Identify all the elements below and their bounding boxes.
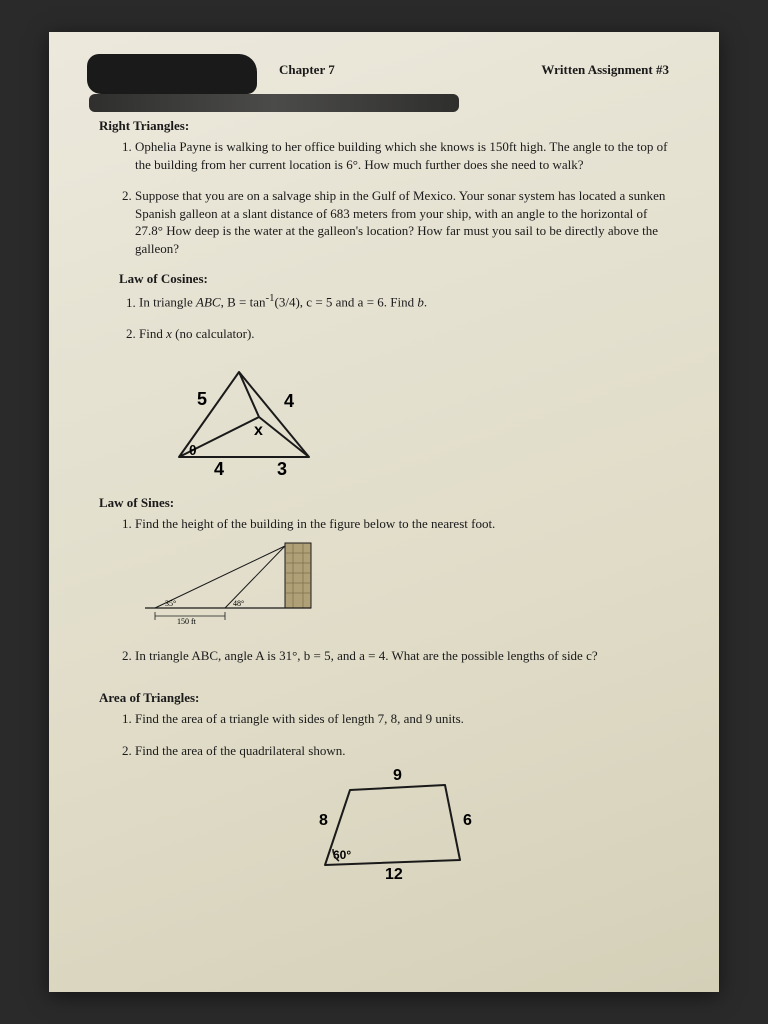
angle-60: 60° bbox=[333, 848, 351, 862]
side-8: 8 bbox=[319, 812, 328, 829]
redaction-block bbox=[89, 94, 459, 112]
angle-theta: θ bbox=[189, 442, 197, 458]
document-page: Chapter 7 Written Assignment #3 Right Tr… bbox=[49, 32, 719, 992]
side-12: 12 bbox=[385, 866, 403, 883]
area-q2: Find the area of the quadrilateral shown… bbox=[135, 742, 669, 890]
law-of-sines-list: Find the height of the building in the f… bbox=[99, 515, 669, 665]
los-q2: In triangle ABC, angle A is 31°, b = 5, … bbox=[135, 647, 669, 665]
side-3: 3 bbox=[277, 459, 287, 477]
sines-diagram: 35° 48° 150 ft bbox=[135, 538, 669, 633]
side-9: 9 bbox=[393, 767, 402, 784]
base-150ft: 150 ft bbox=[177, 617, 197, 626]
cosines-diagram: 5 4 x 4 3 θ bbox=[159, 357, 669, 481]
assignment-label: Written Assignment #3 bbox=[541, 62, 669, 78]
page-header: Chapter 7 Written Assignment #3 bbox=[279, 62, 669, 78]
section-title-law-of-sines: Law of Sines: bbox=[99, 495, 669, 511]
los-q1: Find the height of the building in the f… bbox=[135, 515, 669, 633]
section-title-law-of-cosines: Law of Cosines: bbox=[119, 271, 669, 287]
quad-svg: 9 8 6 12 60° bbox=[295, 765, 495, 885]
sines-svg: 35° 48° 150 ft bbox=[135, 538, 355, 628]
side-5: 5 bbox=[197, 389, 207, 409]
area-list: Find the area of a triangle with sides o… bbox=[99, 710, 669, 890]
side-4r: 4 bbox=[284, 391, 294, 411]
area-q1: Find the area of a triangle with sides o… bbox=[135, 710, 669, 728]
angle-35: 35° bbox=[165, 599, 176, 608]
law-of-cosines-block: Law of Cosines: In triangle ABC, B = tan… bbox=[119, 271, 669, 480]
loc-q2: Find x (no calculator). bbox=[139, 325, 669, 343]
section-title-right-triangles: Right Triangles: bbox=[99, 118, 669, 134]
loc-q1: In triangle ABC, B = tan-1(3/4), c = 5 a… bbox=[139, 291, 669, 311]
rt-q2: Suppose that you are on a salvage ship i… bbox=[135, 187, 669, 257]
side-x: x bbox=[254, 422, 263, 439]
law-of-cosines-list: In triangle ABC, B = tan-1(3/4), c = 5 a… bbox=[119, 291, 669, 342]
side-6: 6 bbox=[463, 812, 472, 829]
chapter-label: Chapter 7 bbox=[279, 62, 335, 78]
redaction-block bbox=[87, 54, 257, 94]
rt-q1: Ophelia Payne is walking to her office b… bbox=[135, 138, 669, 173]
quad-diagram: 9 8 6 12 60° bbox=[295, 765, 669, 890]
cosines-svg: 5 4 x 4 3 θ bbox=[159, 357, 359, 477]
angle-48: 48° bbox=[233, 599, 244, 608]
section-title-area: Area of Triangles: bbox=[99, 690, 669, 706]
right-triangles-list: Ophelia Payne is walking to her office b… bbox=[99, 138, 669, 257]
side-4b: 4 bbox=[214, 459, 224, 477]
